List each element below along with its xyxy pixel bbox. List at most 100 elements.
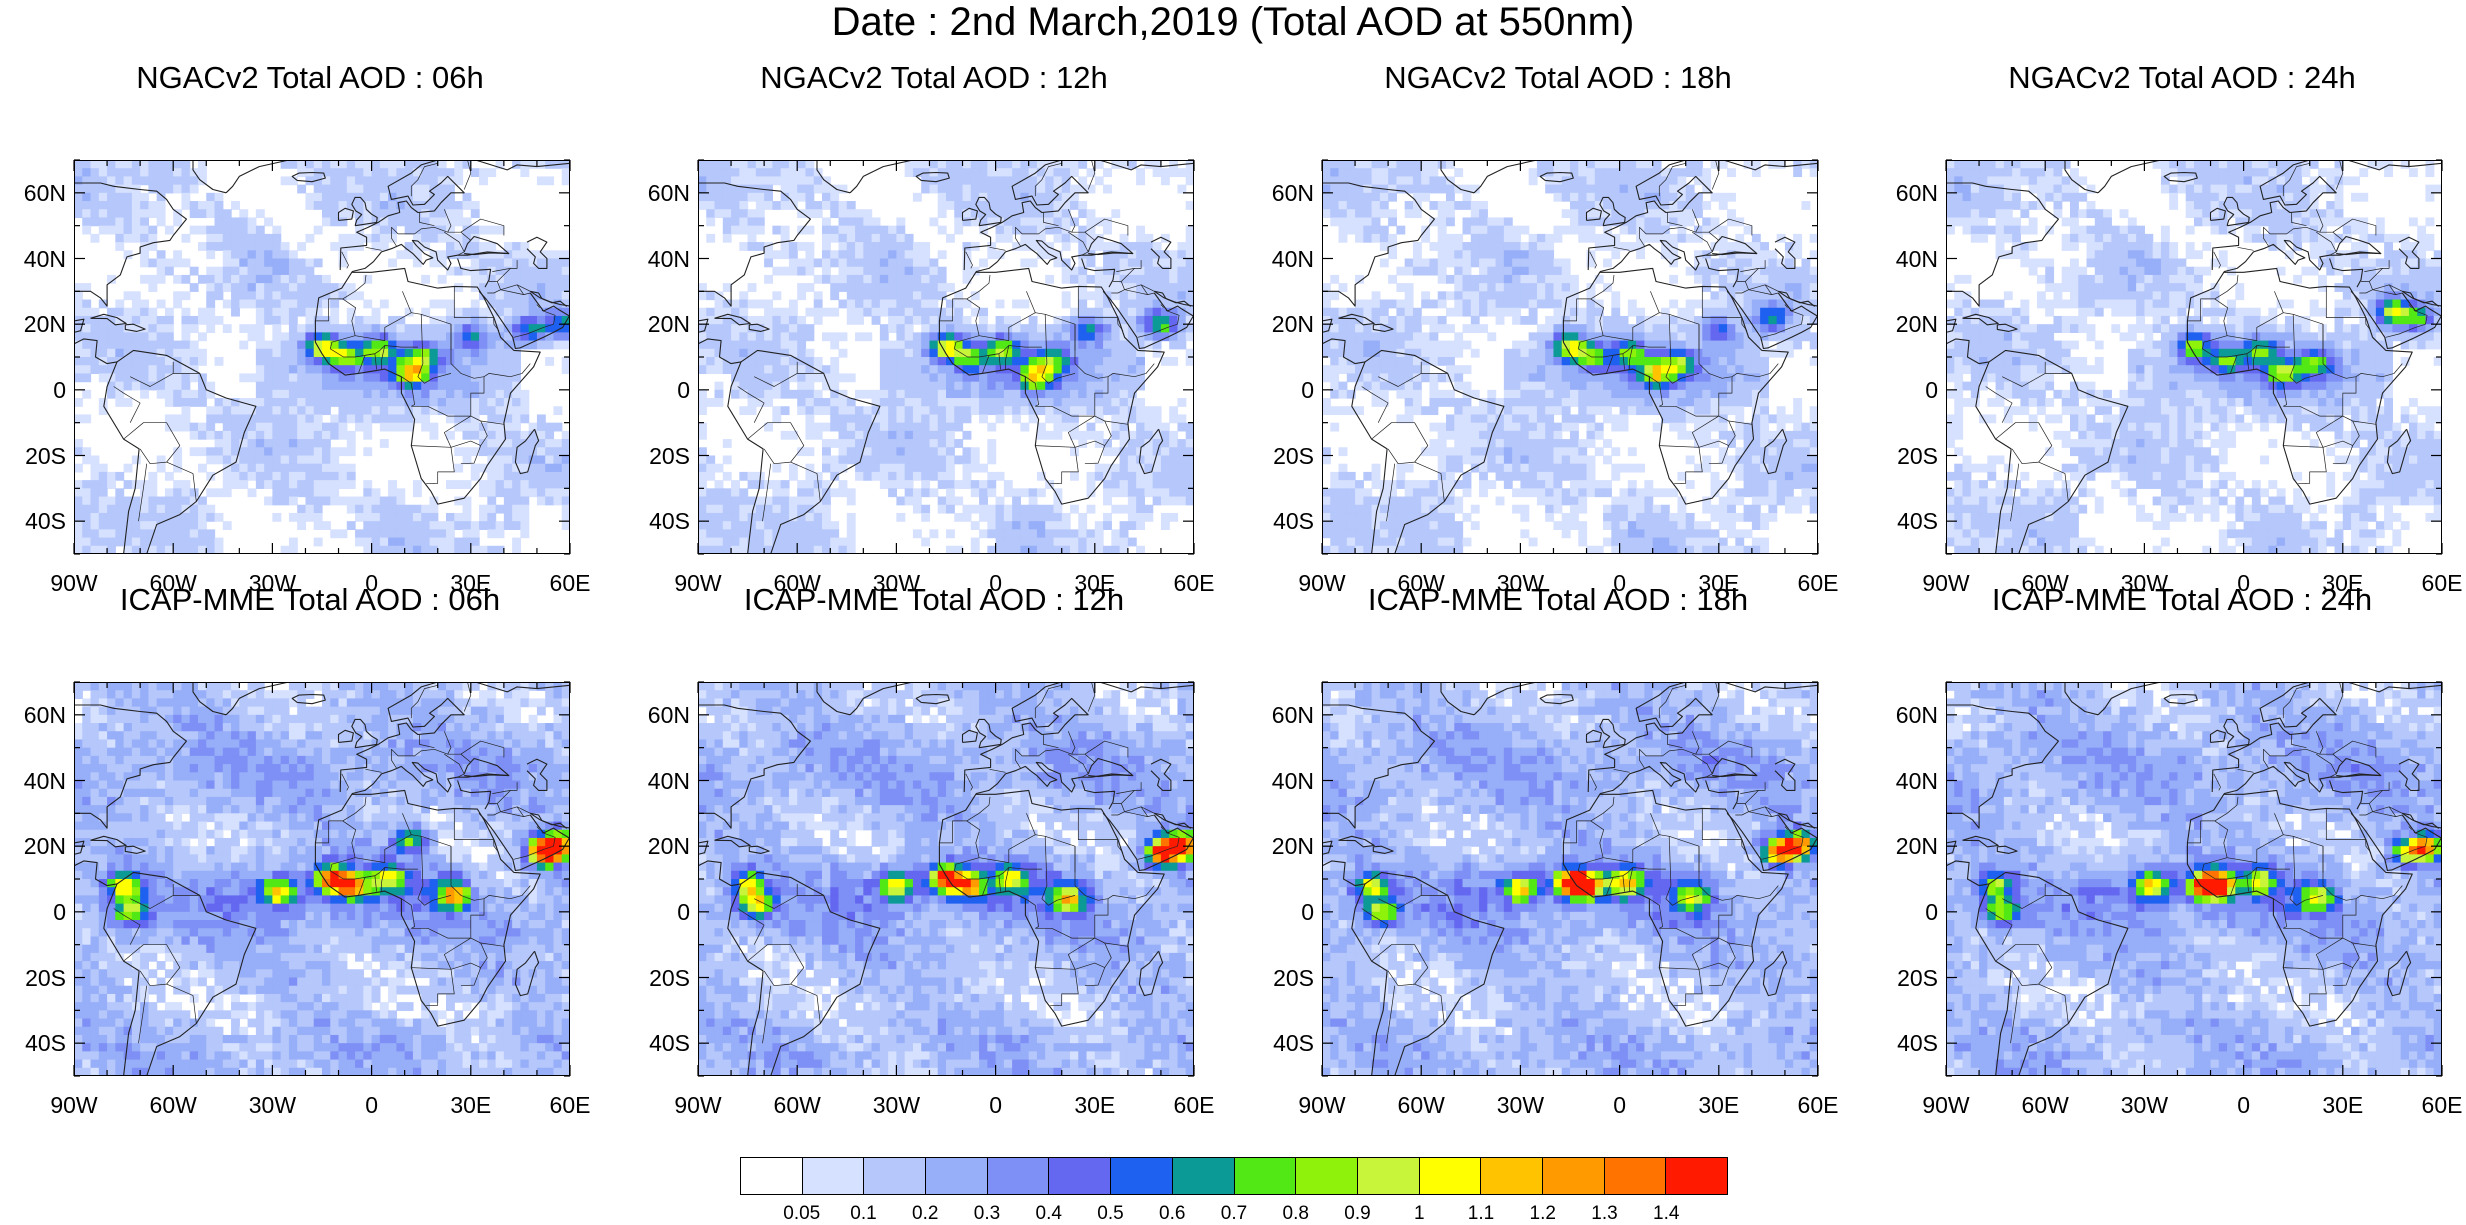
lon-tick-label: 90W bbox=[1282, 1092, 1362, 1118]
colorbar-swatch bbox=[1111, 1158, 1173, 1194]
colorbar-swatch bbox=[1543, 1158, 1605, 1194]
lat-tick-label: 40N bbox=[628, 246, 690, 272]
lat-tick-label: 40N bbox=[1252, 246, 1314, 272]
colorbar-swatch bbox=[926, 1158, 988, 1194]
lon-tick-label: 30W bbox=[856, 1092, 936, 1118]
lon-tick-label: 30E bbox=[1055, 1092, 1135, 1118]
lon-tick-label: 30W bbox=[2104, 1092, 2184, 1118]
lat-tick-label: 40S bbox=[1252, 508, 1314, 534]
colorbar-swatch bbox=[1049, 1158, 1111, 1194]
lon-tick-label: 30W bbox=[1480, 1092, 1560, 1118]
lat-tick-label: 40N bbox=[628, 768, 690, 794]
lat-tick-label: 20N bbox=[628, 833, 690, 859]
lat-tick-label: 40S bbox=[1876, 1030, 1938, 1056]
lat-tick-label: 0 bbox=[1876, 377, 1938, 403]
panel-title: ICAP-MME Total AOD : 12h bbox=[624, 582, 1244, 618]
panel-title: NGACv2 Total AOD : 12h bbox=[624, 60, 1244, 96]
lat-tick-label: 0 bbox=[1252, 377, 1314, 403]
lat-tick-label: 40N bbox=[1876, 246, 1938, 272]
aod-grid bbox=[1322, 682, 1819, 1077]
lon-tick-label: 90W bbox=[658, 1092, 738, 1118]
lat-tick-label: 20S bbox=[1876, 443, 1938, 469]
lat-tick-label: 20N bbox=[628, 311, 690, 337]
lat-tick-label: 40N bbox=[1876, 768, 1938, 794]
lat-tick-label: 0 bbox=[1252, 899, 1314, 925]
lat-tick-label: 40S bbox=[4, 508, 66, 534]
lon-tick-label: 30E bbox=[1679, 1092, 1759, 1118]
aod-grid bbox=[698, 682, 1195, 1077]
lat-tick-label: 40N bbox=[1252, 768, 1314, 794]
lat-tick-label: 40N bbox=[4, 768, 66, 794]
panel-title: NGACv2 Total AOD : 24h bbox=[1872, 60, 2466, 96]
lat-tick-label: 20S bbox=[628, 965, 690, 991]
lon-tick-label: 0 bbox=[956, 1092, 1036, 1118]
lat-tick-label: 0 bbox=[628, 377, 690, 403]
lat-tick-label: 20N bbox=[1876, 311, 1938, 337]
lat-tick-label: 60N bbox=[4, 180, 66, 206]
panel-title: ICAP-MME Total AOD : 24h bbox=[1872, 582, 2466, 618]
colorbar-swatch bbox=[1420, 1158, 1482, 1194]
figure-title: Date : 2nd March,2019 (Total AOD at 550n… bbox=[0, 0, 2466, 44]
lat-tick-label: 60N bbox=[4, 702, 66, 728]
lon-tick-label: 30E bbox=[2303, 1092, 2383, 1118]
lon-tick-label: 0 bbox=[332, 1092, 412, 1118]
colorbar-swatch bbox=[1666, 1158, 1727, 1194]
lat-tick-label: 0 bbox=[4, 377, 66, 403]
lat-tick-label: 40S bbox=[628, 508, 690, 534]
lat-tick-label: 0 bbox=[628, 899, 690, 925]
lon-tick-label: 60E bbox=[1778, 1092, 1858, 1118]
lat-tick-label: 40S bbox=[1252, 1030, 1314, 1056]
colorbar-swatch bbox=[988, 1158, 1050, 1194]
colorbar-swatch bbox=[1605, 1158, 1667, 1194]
lat-tick-label: 20S bbox=[4, 443, 66, 469]
aod-grid bbox=[1946, 160, 2443, 555]
lon-tick-label: 30W bbox=[232, 1092, 312, 1118]
colorbar-swatch bbox=[803, 1158, 865, 1194]
lon-tick-label: 30E bbox=[431, 1092, 511, 1118]
lat-tick-label: 20N bbox=[4, 833, 66, 859]
lat-tick-label: 20N bbox=[4, 311, 66, 337]
aod-grid bbox=[74, 682, 571, 1077]
lon-tick-label: 60W bbox=[133, 1092, 213, 1118]
colorbar-swatch bbox=[864, 1158, 926, 1194]
lat-tick-label: 60N bbox=[1252, 702, 1314, 728]
lat-tick-label: 20N bbox=[1252, 311, 1314, 337]
lon-tick-label: 60W bbox=[757, 1092, 837, 1118]
lat-tick-label: 20N bbox=[1876, 833, 1938, 859]
lon-tick-label: 60E bbox=[1154, 1092, 1234, 1118]
lat-tick-label: 0 bbox=[1876, 899, 1938, 925]
panel-title: NGACv2 Total AOD : 06h bbox=[0, 60, 620, 96]
lat-tick-label: 20S bbox=[628, 443, 690, 469]
colorbar-swatch bbox=[1481, 1158, 1543, 1194]
lat-tick-label: 60N bbox=[628, 180, 690, 206]
lon-tick-label: 60W bbox=[2005, 1092, 2085, 1118]
lon-tick-label: 60W bbox=[1381, 1092, 1461, 1118]
lon-tick-label: 90W bbox=[1906, 1092, 1986, 1118]
lon-tick-label: 0 bbox=[2204, 1092, 2284, 1118]
lat-tick-label: 20S bbox=[1252, 443, 1314, 469]
lat-tick-label: 40N bbox=[4, 246, 66, 272]
lon-tick-label: 0 bbox=[1580, 1092, 1660, 1118]
colorbar-swatch bbox=[1296, 1158, 1358, 1194]
aod-grid bbox=[1946, 682, 2443, 1077]
lat-tick-label: 40S bbox=[628, 1030, 690, 1056]
lat-tick-label: 40S bbox=[4, 1030, 66, 1056]
colorbar-swatch bbox=[1358, 1158, 1420, 1194]
colorbar-swatch bbox=[741, 1158, 803, 1194]
lon-tick-label: 60E bbox=[530, 1092, 610, 1118]
lat-tick-label: 40S bbox=[1876, 508, 1938, 534]
lon-tick-label: 60E bbox=[2402, 1092, 2466, 1118]
lon-tick-label: 90W bbox=[34, 1092, 114, 1118]
panel-title: ICAP-MME Total AOD : 18h bbox=[1248, 582, 1868, 618]
lat-tick-label: 60N bbox=[628, 702, 690, 728]
lat-tick-label: 60N bbox=[1876, 702, 1938, 728]
aod-grid bbox=[74, 160, 571, 555]
